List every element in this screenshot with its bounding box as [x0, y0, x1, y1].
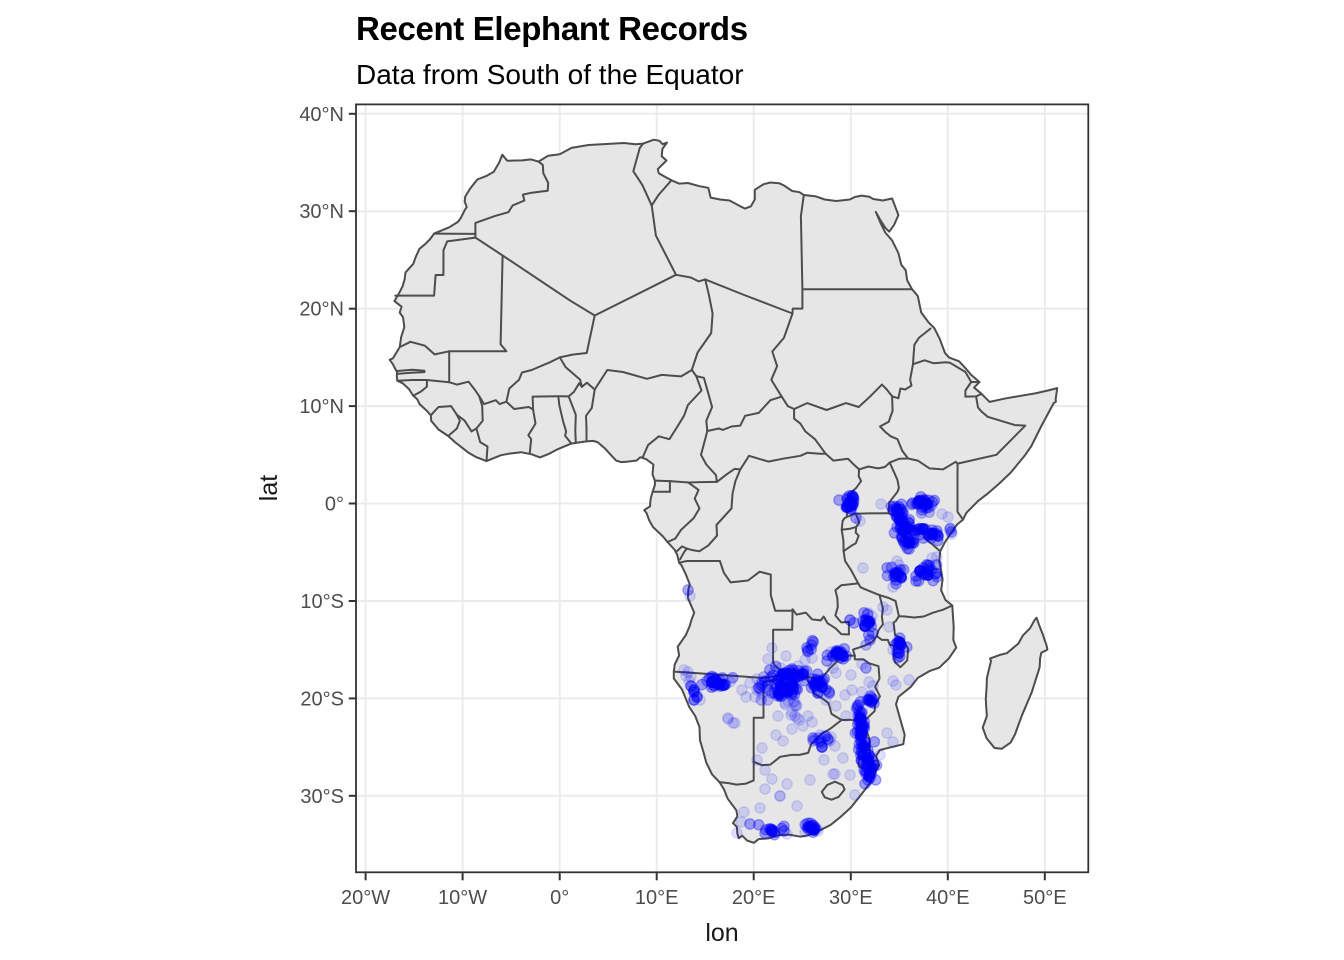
svg-text:Recent Elephant Records: Recent Elephant Records: [356, 10, 748, 47]
svg-text:10°N: 10°N: [299, 396, 344, 418]
svg-text:Data from South of the Equator: Data from South of the Equator: [356, 59, 744, 90]
svg-text:lon: lon: [705, 919, 738, 947]
svg-text:40°N: 40°N: [299, 104, 344, 126]
svg-text:lat: lat: [255, 475, 283, 501]
svg-text:0°: 0°: [550, 887, 569, 909]
svg-text:30°E: 30°E: [829, 887, 873, 909]
svg-text:10°E: 10°E: [635, 887, 679, 909]
svg-text:40°E: 40°E: [926, 887, 970, 909]
svg-text:0°: 0°: [325, 494, 344, 516]
svg-text:30°S: 30°S: [300, 786, 344, 808]
svg-text:10°S: 10°S: [300, 591, 344, 613]
svg-text:50°E: 50°E: [1023, 887, 1067, 909]
svg-text:10°W: 10°W: [438, 887, 487, 909]
svg-text:20°E: 20°E: [732, 887, 776, 909]
svg-text:20°W: 20°W: [341, 887, 390, 909]
svg-text:20°N: 20°N: [299, 299, 344, 321]
svg-text:30°N: 30°N: [299, 201, 344, 223]
svg-text:20°S: 20°S: [300, 688, 344, 710]
